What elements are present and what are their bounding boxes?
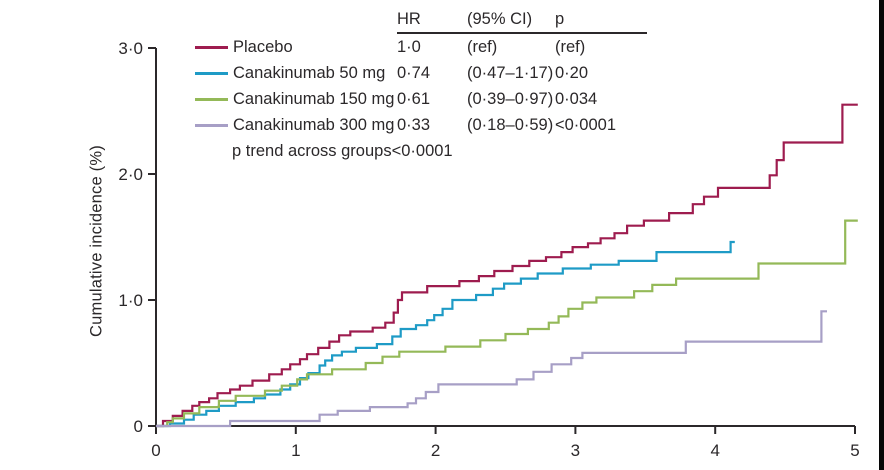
legend-ci-value: (0·18–0·59) xyxy=(467,115,554,134)
y-tick-label: 3·0 xyxy=(118,39,143,58)
legend-row-canakinumab-300mg: Canakinumab 300 mg 0·33 (0·18–0·59) <0·0… xyxy=(195,112,647,138)
legend-row-canakinumab-150mg: Canakinumab 150 mg 0·61 (0·39–0·97) 0·03… xyxy=(195,86,647,112)
y-tick-label: 0 xyxy=(134,417,143,436)
right-edge-scan-artifact xyxy=(879,0,884,470)
legend-header-ci: (95% CI) xyxy=(467,9,533,28)
legend-p-value: (ref) xyxy=(555,37,586,56)
series-canakinumab-150mg xyxy=(156,219,858,428)
x-tick-label: 2 xyxy=(431,441,440,460)
legend-p-value: 0·034 xyxy=(555,89,598,108)
legend-hr-value: 1·0 xyxy=(397,37,421,56)
canakinumab-300mg-line-swatch xyxy=(195,123,228,127)
series-canakinumab-50mg xyxy=(156,240,735,428)
legend-ci-value: (0·39–0·97) xyxy=(467,89,554,108)
legend-hr-value: 0·33 xyxy=(397,115,431,134)
legend-label: Canakinumab 50 mg xyxy=(233,63,386,82)
legend-p-value: <0·0001 xyxy=(555,115,617,134)
y-axis-title: Cumulative incidence (%) xyxy=(87,145,106,337)
placebo-line-swatch xyxy=(195,45,228,49)
legend-label: Placebo xyxy=(233,37,293,56)
legend-hr-value: 0·74 xyxy=(397,63,431,82)
legend-ci-value: (0·47–1·17) xyxy=(467,63,554,82)
canakinumab-150mg-line-swatch xyxy=(195,97,228,101)
legend-ci-value: (ref) xyxy=(467,37,498,56)
y-tick-label: 2·0 xyxy=(118,165,143,184)
x-tick-label: 0 xyxy=(151,441,160,460)
legend-label: Canakinumab 300 mg xyxy=(233,115,395,134)
p-trend-note: p trend across groups<0·0001 xyxy=(232,141,453,160)
series-canakinumab-300mg xyxy=(156,310,827,428)
canakinumab-50mg-line-swatch xyxy=(195,71,228,75)
series-placebo xyxy=(156,103,858,428)
x-tick-label: 4 xyxy=(710,441,719,460)
legend-label: Canakinumab 150 mg xyxy=(233,89,395,108)
legend-row-canakinumab-50mg: Canakinumab 50 mg 0·74 (0·47–1·17) 0·20 xyxy=(195,60,647,86)
x-tick-label: 5 xyxy=(850,441,859,460)
x-tick-label: 1 xyxy=(291,441,300,460)
legend-hr-value: 0·61 xyxy=(397,89,431,108)
legend-table: HR (95% CI) p Placebo 1·0 (ref) (ref) Ca… xyxy=(195,6,647,164)
legend-header-rule xyxy=(397,32,647,34)
legend-header-p: p xyxy=(555,9,565,28)
legend-header-hr: HR xyxy=(397,9,421,28)
y-tick-label: 1·0 xyxy=(118,291,143,310)
x-tick-label: 3 xyxy=(571,441,580,460)
legend-row-placebo: Placebo 1·0 (ref) (ref) xyxy=(195,34,647,60)
legend-header-row: HR (95% CI) p xyxy=(195,6,647,32)
legend-p-value: 0·20 xyxy=(555,63,589,82)
